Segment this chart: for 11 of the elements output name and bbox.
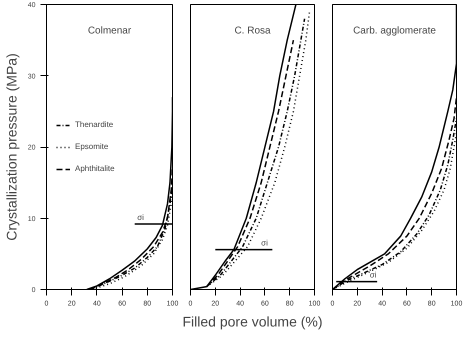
annotation: σi: [261, 238, 268, 248]
text: C. Rosa: [234, 26, 271, 36]
y-axis-title: Crystallization pressure (MPa): [4, 53, 20, 241]
legend-label: Thenardite: [75, 120, 114, 130]
text: Colmenar: [88, 26, 132, 36]
x-axis-title: Filled pore volume (%): [182, 314, 323, 330]
annotation: σi: [370, 270, 377, 280]
legend-label: Aphthitalite: [75, 164, 115, 174]
text: Carb. agglomerate: [353, 26, 436, 36]
legend-label: Epsomite: [75, 142, 108, 152]
annotation: σi: [137, 212, 144, 222]
